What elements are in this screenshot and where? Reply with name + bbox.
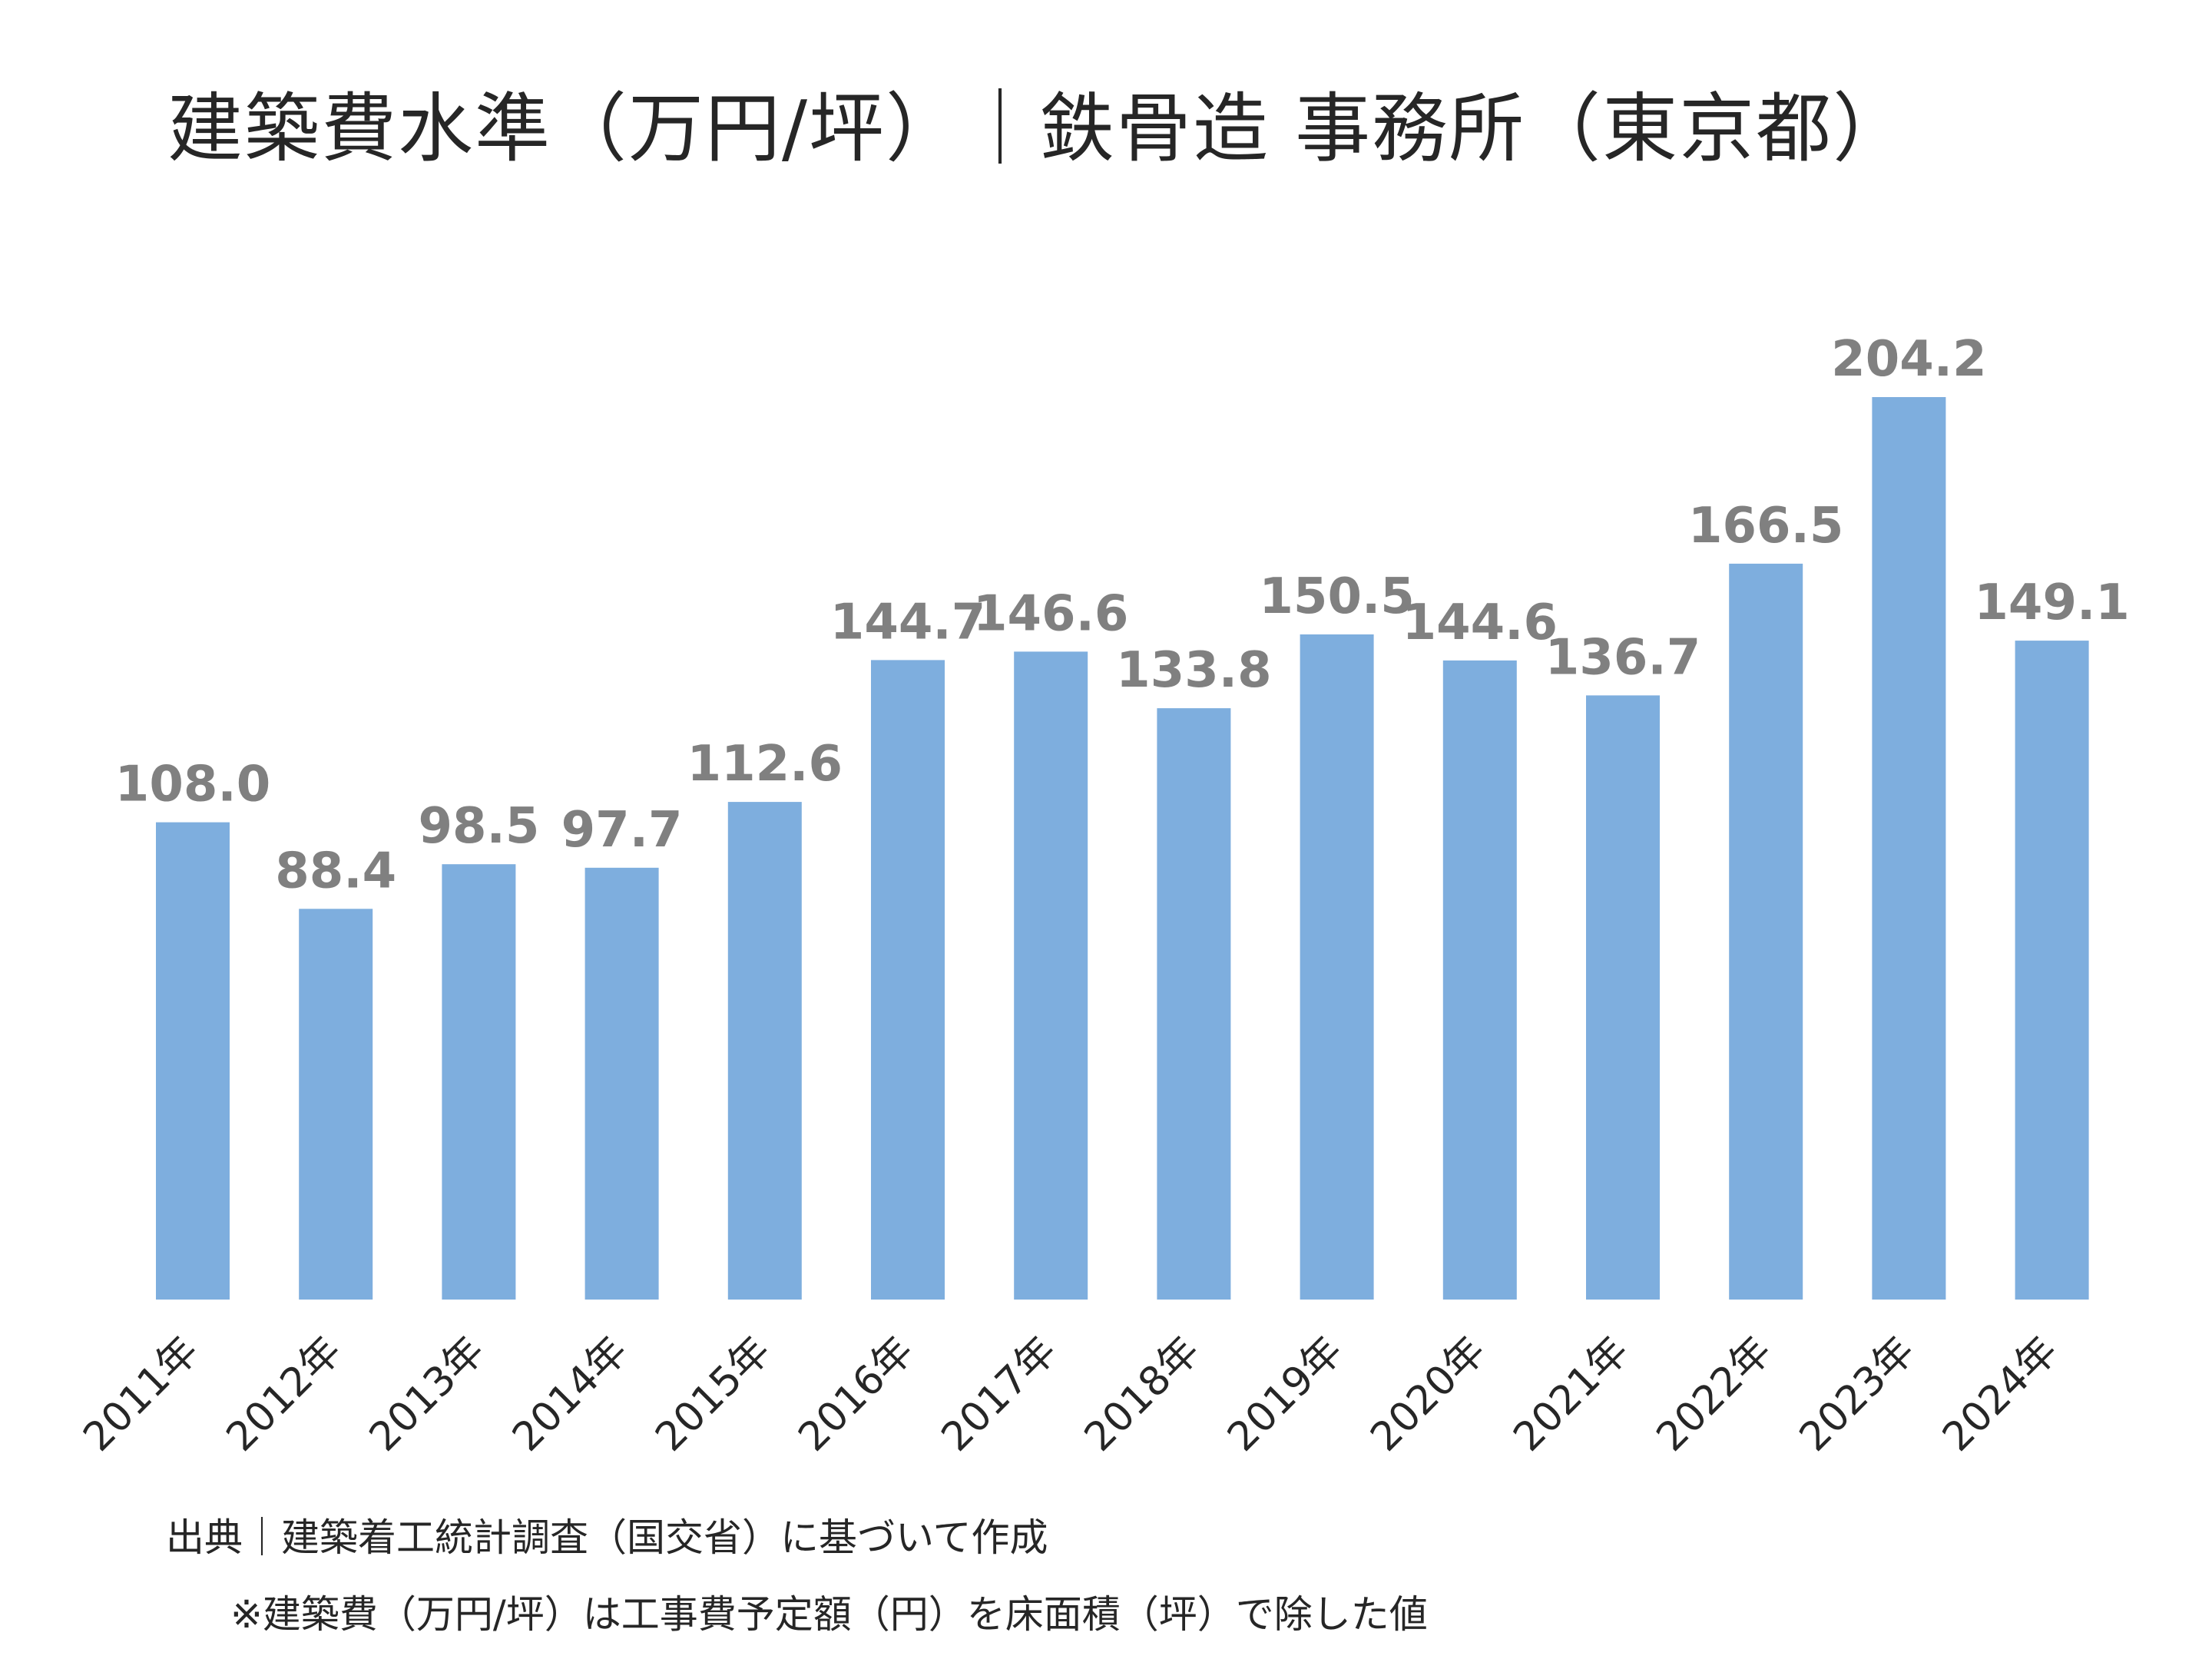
data-label: 146.6 [973,585,1128,642]
data-label: 98.5 [418,798,539,855]
data-label: 144.6 [1402,594,1558,651]
data-label: 204.2 [1831,331,1986,388]
x-tick-label: 2017年 [933,1328,1066,1461]
x-tick-label: 2015年 [647,1328,780,1461]
bar-2020年 [1442,660,1517,1300]
data-label: 166.5 [1688,498,1843,555]
x-tick-label: 2023年 [1791,1328,1924,1461]
data-label: 108.0 [115,757,270,813]
bar-2024年 [2015,641,2089,1300]
bar-2013年 [442,864,516,1300]
data-label: 112.6 [687,736,843,793]
x-tick-label: 2022年 [1648,1328,1781,1461]
x-tick-label: 2012年 [218,1328,351,1461]
bar-2015年 [727,802,802,1300]
x-tick-label: 2011年 [75,1328,207,1461]
data-label: 88.4 [275,843,396,899]
x-axis-tick-labels: 2011年 2012年 2013年 2014年 2015年 2016年 2017年 2018年… [75,1328,2066,1461]
x-tick-label: 2014年 [504,1328,637,1461]
bar-2012年 [299,909,373,1300]
x-tick-label: 2016年 [790,1328,922,1461]
bar-2011年 [156,822,230,1300]
x-tick-label: 2013年 [361,1328,494,1461]
data-label: 149.1 [1974,575,2129,631]
data-label: 133.8 [1116,642,1271,699]
bar-2023年 [1872,397,1946,1300]
x-tick-label: 2020年 [1362,1328,1495,1461]
bar-2017年 [1014,651,1088,1300]
source-note: 出典｜建築着工統計調査（国交省）に基づいて作成 [166,1515,1048,1560]
bar-2019年 [1300,634,1374,1300]
bar-2014年 [584,867,659,1300]
chart-title: 建築費水準（万円/坪）｜鉄骨造 事務所（東京都） [167,85,1910,173]
bar-2021年 [1586,695,1660,1300]
bar-2018年 [1157,708,1231,1300]
data-label: 150.5 [1259,568,1414,625]
x-tick-label: 2021年 [1505,1328,1637,1461]
bar-2016年 [871,660,945,1300]
bar-2022年 [1729,563,1803,1300]
x-tick-label: 2018年 [1076,1328,1209,1461]
data-label: 136.7 [1545,629,1700,686]
data-label: 144.7 [830,594,985,651]
remark-note: ※建築費（万円/坪）は工事費予定額（円）を床面積（坪）で除した値 [230,1592,1428,1637]
bars-group [156,397,2089,1300]
x-tick-label: 2024年 [1934,1328,2067,1461]
data-label: 97.7 [561,802,683,859]
x-tick-label: 2019年 [1219,1328,1352,1461]
